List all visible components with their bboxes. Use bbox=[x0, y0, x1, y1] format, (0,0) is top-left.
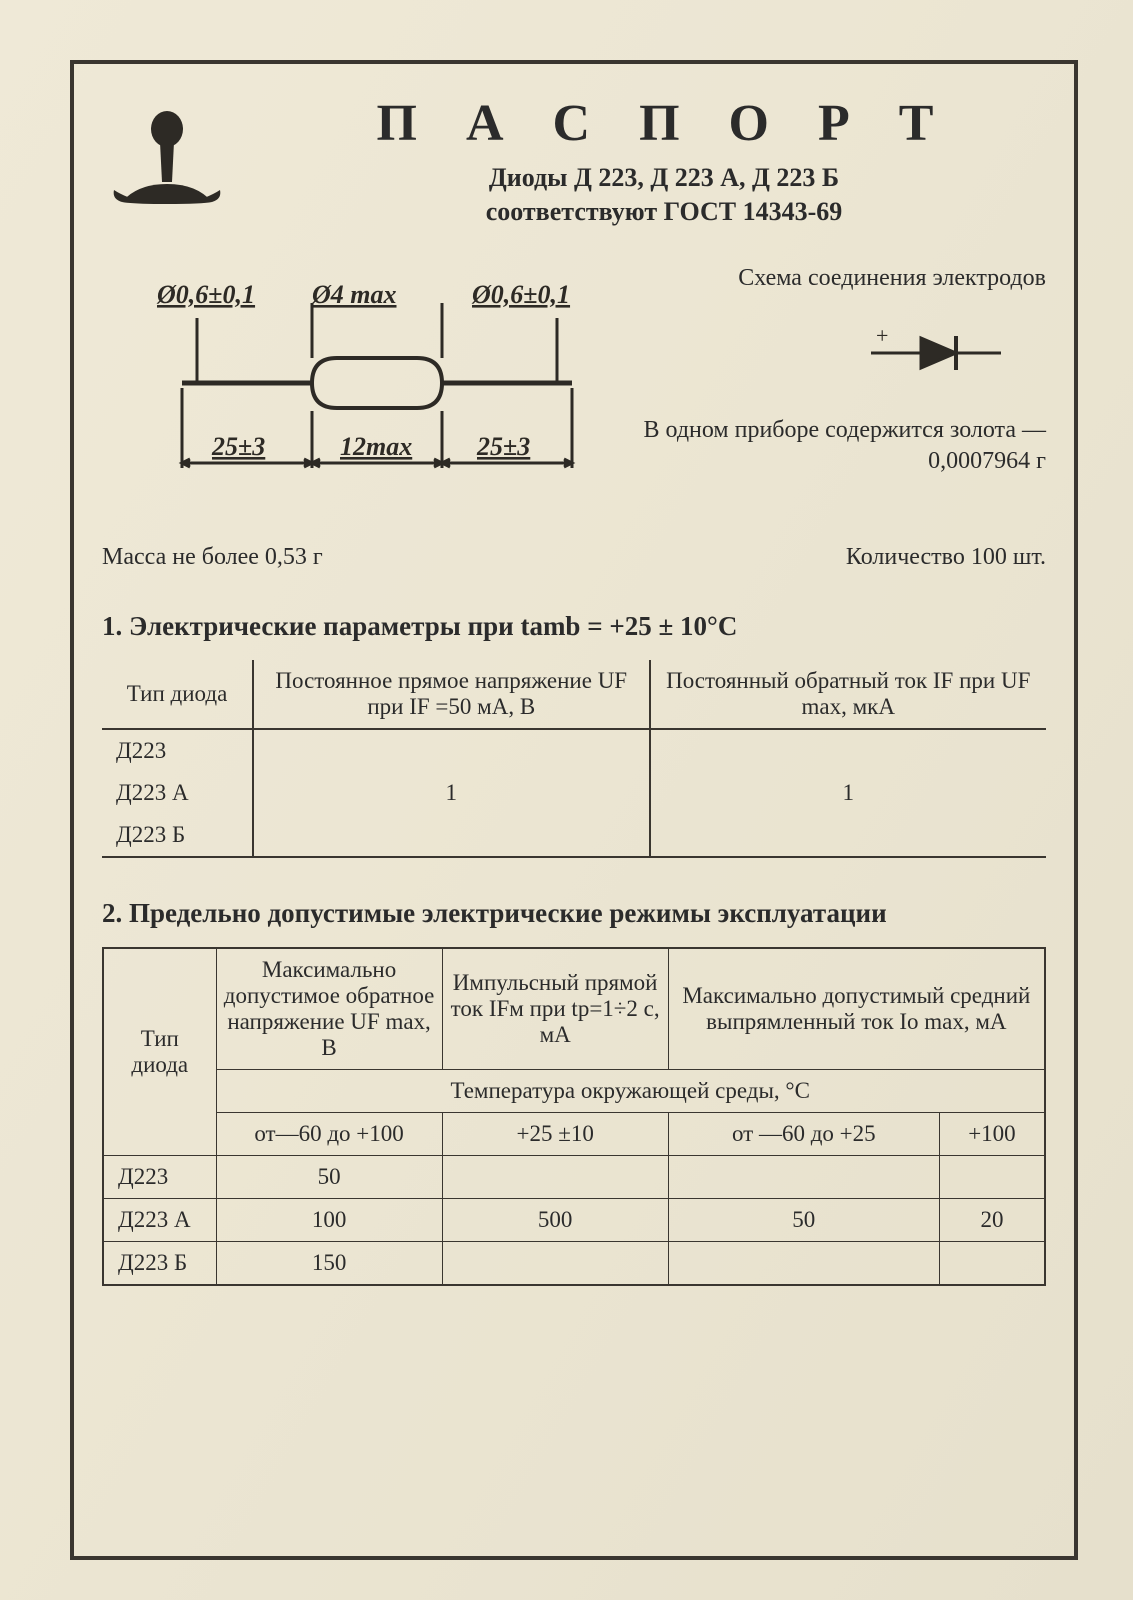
dim-bot-right: 25±3 bbox=[476, 432, 530, 461]
table-row: Д223 А 100 500 50 20 bbox=[103, 1198, 1045, 1241]
gold-note: В одном приборе содержится золота — 0,00… bbox=[622, 415, 1046, 477]
section2-heading: 2. Предельно допустимые электрические ре… bbox=[102, 898, 1046, 929]
t2-col-type: Тип диода bbox=[103, 948, 216, 1156]
header-row: П А С П О Р Т Диоды Д 223, Д 223 А, Д 22… bbox=[102, 94, 1046, 229]
t2-col-io: Максимально допустимый средний выпрямлен… bbox=[668, 948, 1045, 1070]
t2-temp-b: +25 ±10 bbox=[442, 1112, 668, 1155]
dim-bot-left: 25±3 bbox=[211, 432, 265, 461]
table-max-ratings: Тип диода Максимально допустимое обратно… bbox=[102, 947, 1046, 1286]
diagram-side: Схема соединения электродов + В одном пр… bbox=[622, 263, 1046, 478]
doc-title: П А С П О Р Т bbox=[282, 94, 1046, 153]
mass-qty-row: Масса не более 0,53 г Количество 100 шт. bbox=[102, 544, 1046, 571]
svg-text:+: + bbox=[876, 328, 888, 348]
title-block: П А С П О Р Т Диоды Д 223, Д 223 А, Д 22… bbox=[282, 94, 1046, 229]
t1-col-type: Тип диода bbox=[102, 660, 253, 729]
t2-temp-a: от—60 до +100 bbox=[216, 1112, 442, 1155]
mass-note: Масса не более 0,53 г bbox=[102, 544, 323, 571]
t2-temp-d: +100 bbox=[939, 1112, 1045, 1155]
dim-bot-mid: 12max bbox=[340, 432, 412, 461]
t2-col-ifm: Импульсный прямой ток IFм при tp=1÷2 с, … bbox=[442, 948, 668, 1070]
table-row: Д223 А 1 1 bbox=[102, 772, 1046, 814]
t2-col-ur: Максимально допустимое обратное напряжен… bbox=[216, 948, 442, 1070]
qty-note: Количество 100 шт. bbox=[846, 544, 1046, 571]
diode-symbol-icon: + bbox=[622, 328, 1046, 385]
dim-top-left: Ø0,6±0,1 bbox=[156, 280, 255, 309]
t1-col-uf: Постоянное прямое напряжение UF при IF =… bbox=[253, 660, 649, 729]
table-row: Д223 Б 150 bbox=[103, 1241, 1045, 1285]
doc-subtitle-1: Диоды Д 223, Д 223 А, Д 223 Б bbox=[282, 161, 1046, 195]
factory-mark-icon bbox=[102, 94, 282, 214]
table-electrical-params: Тип диода Постоянное прямое напряжение U… bbox=[102, 660, 1046, 858]
dim-top-right: Ø0,6±0,1 bbox=[471, 280, 570, 309]
table-row: Д223 Б bbox=[102, 814, 1046, 857]
t2-temp-c: от —60 до +25 bbox=[668, 1112, 939, 1155]
t1-col-if: Постоянный обратный ток IF при UF max, м… bbox=[650, 660, 1047, 729]
content-frame: П А С П О Р Т Диоды Д 223, Д 223 А, Д 22… bbox=[70, 60, 1078, 1560]
table-row: Д223 bbox=[102, 729, 1046, 772]
page: П А С П О Р Т Диоды Д 223, Д 223 А, Д 22… bbox=[0, 0, 1133, 1600]
table-row: Д223 50 bbox=[103, 1155, 1045, 1198]
outline-drawing: Ø0,6±0,1 Ø4 max Ø0,6±0,1 25±3 12max 25±3 bbox=[102, 263, 622, 518]
t2-temp-header: Температура окружающей среды, °C bbox=[216, 1069, 1045, 1112]
dim-top-mid: Ø4 max bbox=[311, 280, 397, 309]
doc-subtitle-2: соответствуют ГОСТ 14343-69 bbox=[282, 195, 1046, 229]
diagram-row: Ø0,6±0,1 Ø4 max Ø0,6±0,1 25±3 12max 25±3… bbox=[102, 263, 1046, 518]
schematic-caption: Схема соединения электродов bbox=[622, 263, 1046, 294]
section1-heading: 1. Электрические параметры при tamb = +2… bbox=[102, 611, 1046, 642]
